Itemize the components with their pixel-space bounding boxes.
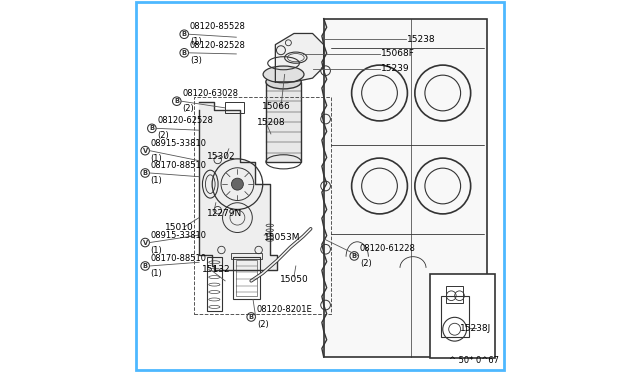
Text: 08120-61228: 08120-61228 xyxy=(360,244,415,253)
Text: (1): (1) xyxy=(151,246,163,254)
Text: B: B xyxy=(174,98,179,104)
Text: (2): (2) xyxy=(182,104,194,113)
Text: (2): (2) xyxy=(257,320,269,329)
Bar xyxy=(232,257,260,299)
Text: 08915-33810: 08915-33810 xyxy=(151,139,207,148)
Text: 08120-62528: 08120-62528 xyxy=(157,116,213,125)
Text: 15010: 15010 xyxy=(164,223,193,232)
Text: 15050: 15050 xyxy=(280,275,308,284)
Text: 15208: 15208 xyxy=(257,118,285,126)
Text: (2): (2) xyxy=(157,131,169,140)
Text: (1): (1) xyxy=(190,37,202,46)
Polygon shape xyxy=(199,102,277,270)
Text: B: B xyxy=(182,50,187,56)
Text: 15302: 15302 xyxy=(207,153,235,161)
Text: B: B xyxy=(143,263,148,269)
Text: 15238J: 15238J xyxy=(460,324,491,333)
Bar xyxy=(236,260,257,296)
Text: V: V xyxy=(143,148,148,154)
Text: 08170-88510: 08170-88510 xyxy=(151,254,207,263)
Text: 08170-88510: 08170-88510 xyxy=(151,161,207,170)
Text: (3): (3) xyxy=(190,56,202,65)
Text: 15066: 15066 xyxy=(262,102,291,110)
Text: 08120-8201E: 08120-8201E xyxy=(257,305,312,314)
Text: (2): (2) xyxy=(360,259,372,268)
Text: 15053M: 15053M xyxy=(264,233,301,242)
Text: (1): (1) xyxy=(151,176,163,185)
Text: 15239: 15239 xyxy=(381,64,409,73)
Text: (1): (1) xyxy=(151,154,163,163)
Text: ^ 50* 0^67: ^ 50* 0^67 xyxy=(449,356,499,365)
Text: 12279N: 12279N xyxy=(207,209,242,218)
Text: 15238: 15238 xyxy=(408,35,436,44)
Text: (1): (1) xyxy=(151,269,163,278)
Text: B: B xyxy=(182,31,187,37)
Text: 08120-85528: 08120-85528 xyxy=(190,22,246,31)
Text: 08120-82528: 08120-82528 xyxy=(190,41,246,50)
Ellipse shape xyxy=(266,75,301,89)
Text: B: B xyxy=(249,314,253,320)
Text: B: B xyxy=(149,125,154,131)
Text: V: V xyxy=(143,240,148,246)
Bar xyxy=(324,19,488,357)
Bar xyxy=(429,274,495,358)
Text: 08915-33810: 08915-33810 xyxy=(151,231,207,240)
Bar xyxy=(231,253,262,259)
Bar xyxy=(447,286,463,303)
Bar xyxy=(193,97,331,314)
Text: 15068F: 15068F xyxy=(381,49,415,58)
Bar xyxy=(441,296,468,337)
Text: 15132: 15132 xyxy=(202,265,230,274)
Bar xyxy=(266,82,301,162)
Polygon shape xyxy=(275,33,324,82)
Ellipse shape xyxy=(263,66,304,83)
Circle shape xyxy=(232,178,243,190)
Bar xyxy=(225,102,244,113)
Text: B: B xyxy=(143,170,148,176)
Text: 08120-63028: 08120-63028 xyxy=(182,89,238,98)
Bar xyxy=(207,257,222,311)
Text: B: B xyxy=(352,253,356,259)
